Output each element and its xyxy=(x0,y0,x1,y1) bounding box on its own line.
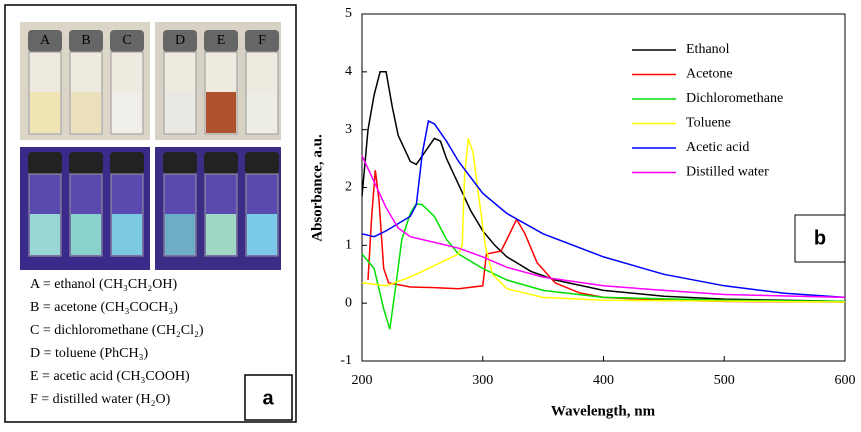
x-axis-title: Wavelength, nm xyxy=(551,403,656,419)
vial-cap xyxy=(69,152,103,174)
vial-liquid xyxy=(165,214,195,255)
panel-label: b xyxy=(814,227,826,249)
series-line xyxy=(362,72,845,302)
x-tick-label: 300 xyxy=(472,373,493,388)
vial-liquid xyxy=(247,214,277,255)
legend-line: D = toluene (PhCH₃) xyxy=(30,346,148,361)
vial-label: D xyxy=(175,33,185,48)
vial-liquid xyxy=(71,92,101,133)
legend-line: B = acetone (CH₃COCH₃) xyxy=(30,300,178,315)
x-tick-label: 500 xyxy=(714,373,735,388)
vial-liquid xyxy=(112,214,142,255)
vial-label: B xyxy=(81,33,90,48)
vial-liquid xyxy=(165,92,195,133)
y-axis-title: Absorbance, a.u. xyxy=(309,134,325,242)
vial-cap xyxy=(204,152,238,174)
vial-cap xyxy=(245,152,279,174)
series-line xyxy=(362,121,845,297)
y-tick-label: -1 xyxy=(340,353,352,368)
vial-label: C xyxy=(122,33,131,48)
legend-label: Toluene xyxy=(686,116,731,131)
figure: A B C D E F a b Wavelength, nm Absorbance, a.… xyxy=(0,0,861,427)
series-line xyxy=(362,204,845,330)
legend-line: A = ethanol (CH₃CH₂OH) xyxy=(30,277,177,292)
y-tick-label: 4 xyxy=(345,64,352,79)
vial-label: F xyxy=(258,33,266,48)
page: {"panel_a": { "legend_lines": ["A = etha… xyxy=(0,0,861,427)
plot-frame xyxy=(362,14,845,361)
series-line xyxy=(362,156,845,298)
legend-label: Ethanol xyxy=(686,42,730,57)
vial-cap xyxy=(110,152,144,174)
vial-label: E xyxy=(217,33,226,48)
y-tick-label: 3 xyxy=(345,122,352,137)
vial-liquid xyxy=(30,92,60,133)
legend-label: Acetone xyxy=(686,67,733,82)
legend-label: Acetic acid xyxy=(686,140,749,155)
vial-liquid xyxy=(71,214,101,255)
y-tick-label: 2 xyxy=(345,180,352,195)
legend-line: C = dichloromethane (CH₂Cl₂) xyxy=(30,323,204,338)
legend-label: Dichloromethane xyxy=(686,91,783,106)
vial-liquid xyxy=(206,214,236,255)
vial-liquid xyxy=(112,92,142,133)
vial-cap xyxy=(28,152,62,174)
vial-cap xyxy=(163,152,197,174)
series-line xyxy=(368,170,845,302)
vial-liquid xyxy=(206,92,236,133)
legend-line: F = distilled water (H₂O) xyxy=(30,392,171,407)
panel-label: a xyxy=(262,387,274,409)
y-tick-label: 5 xyxy=(345,6,352,21)
vial-label: A xyxy=(40,33,51,48)
y-tick-label: 1 xyxy=(345,238,352,253)
vial-liquid xyxy=(247,92,277,133)
x-tick-label: 400 xyxy=(593,373,614,388)
x-tick-label: 600 xyxy=(835,373,856,388)
legend-line: E = acetic acid (CH₃COOH) xyxy=(30,369,190,384)
vial-liquid xyxy=(30,214,60,255)
y-tick-label: 0 xyxy=(345,295,352,310)
x-tick-label: 200 xyxy=(352,373,373,388)
legend-label: Distilled water xyxy=(686,165,769,180)
series-line xyxy=(362,138,845,302)
